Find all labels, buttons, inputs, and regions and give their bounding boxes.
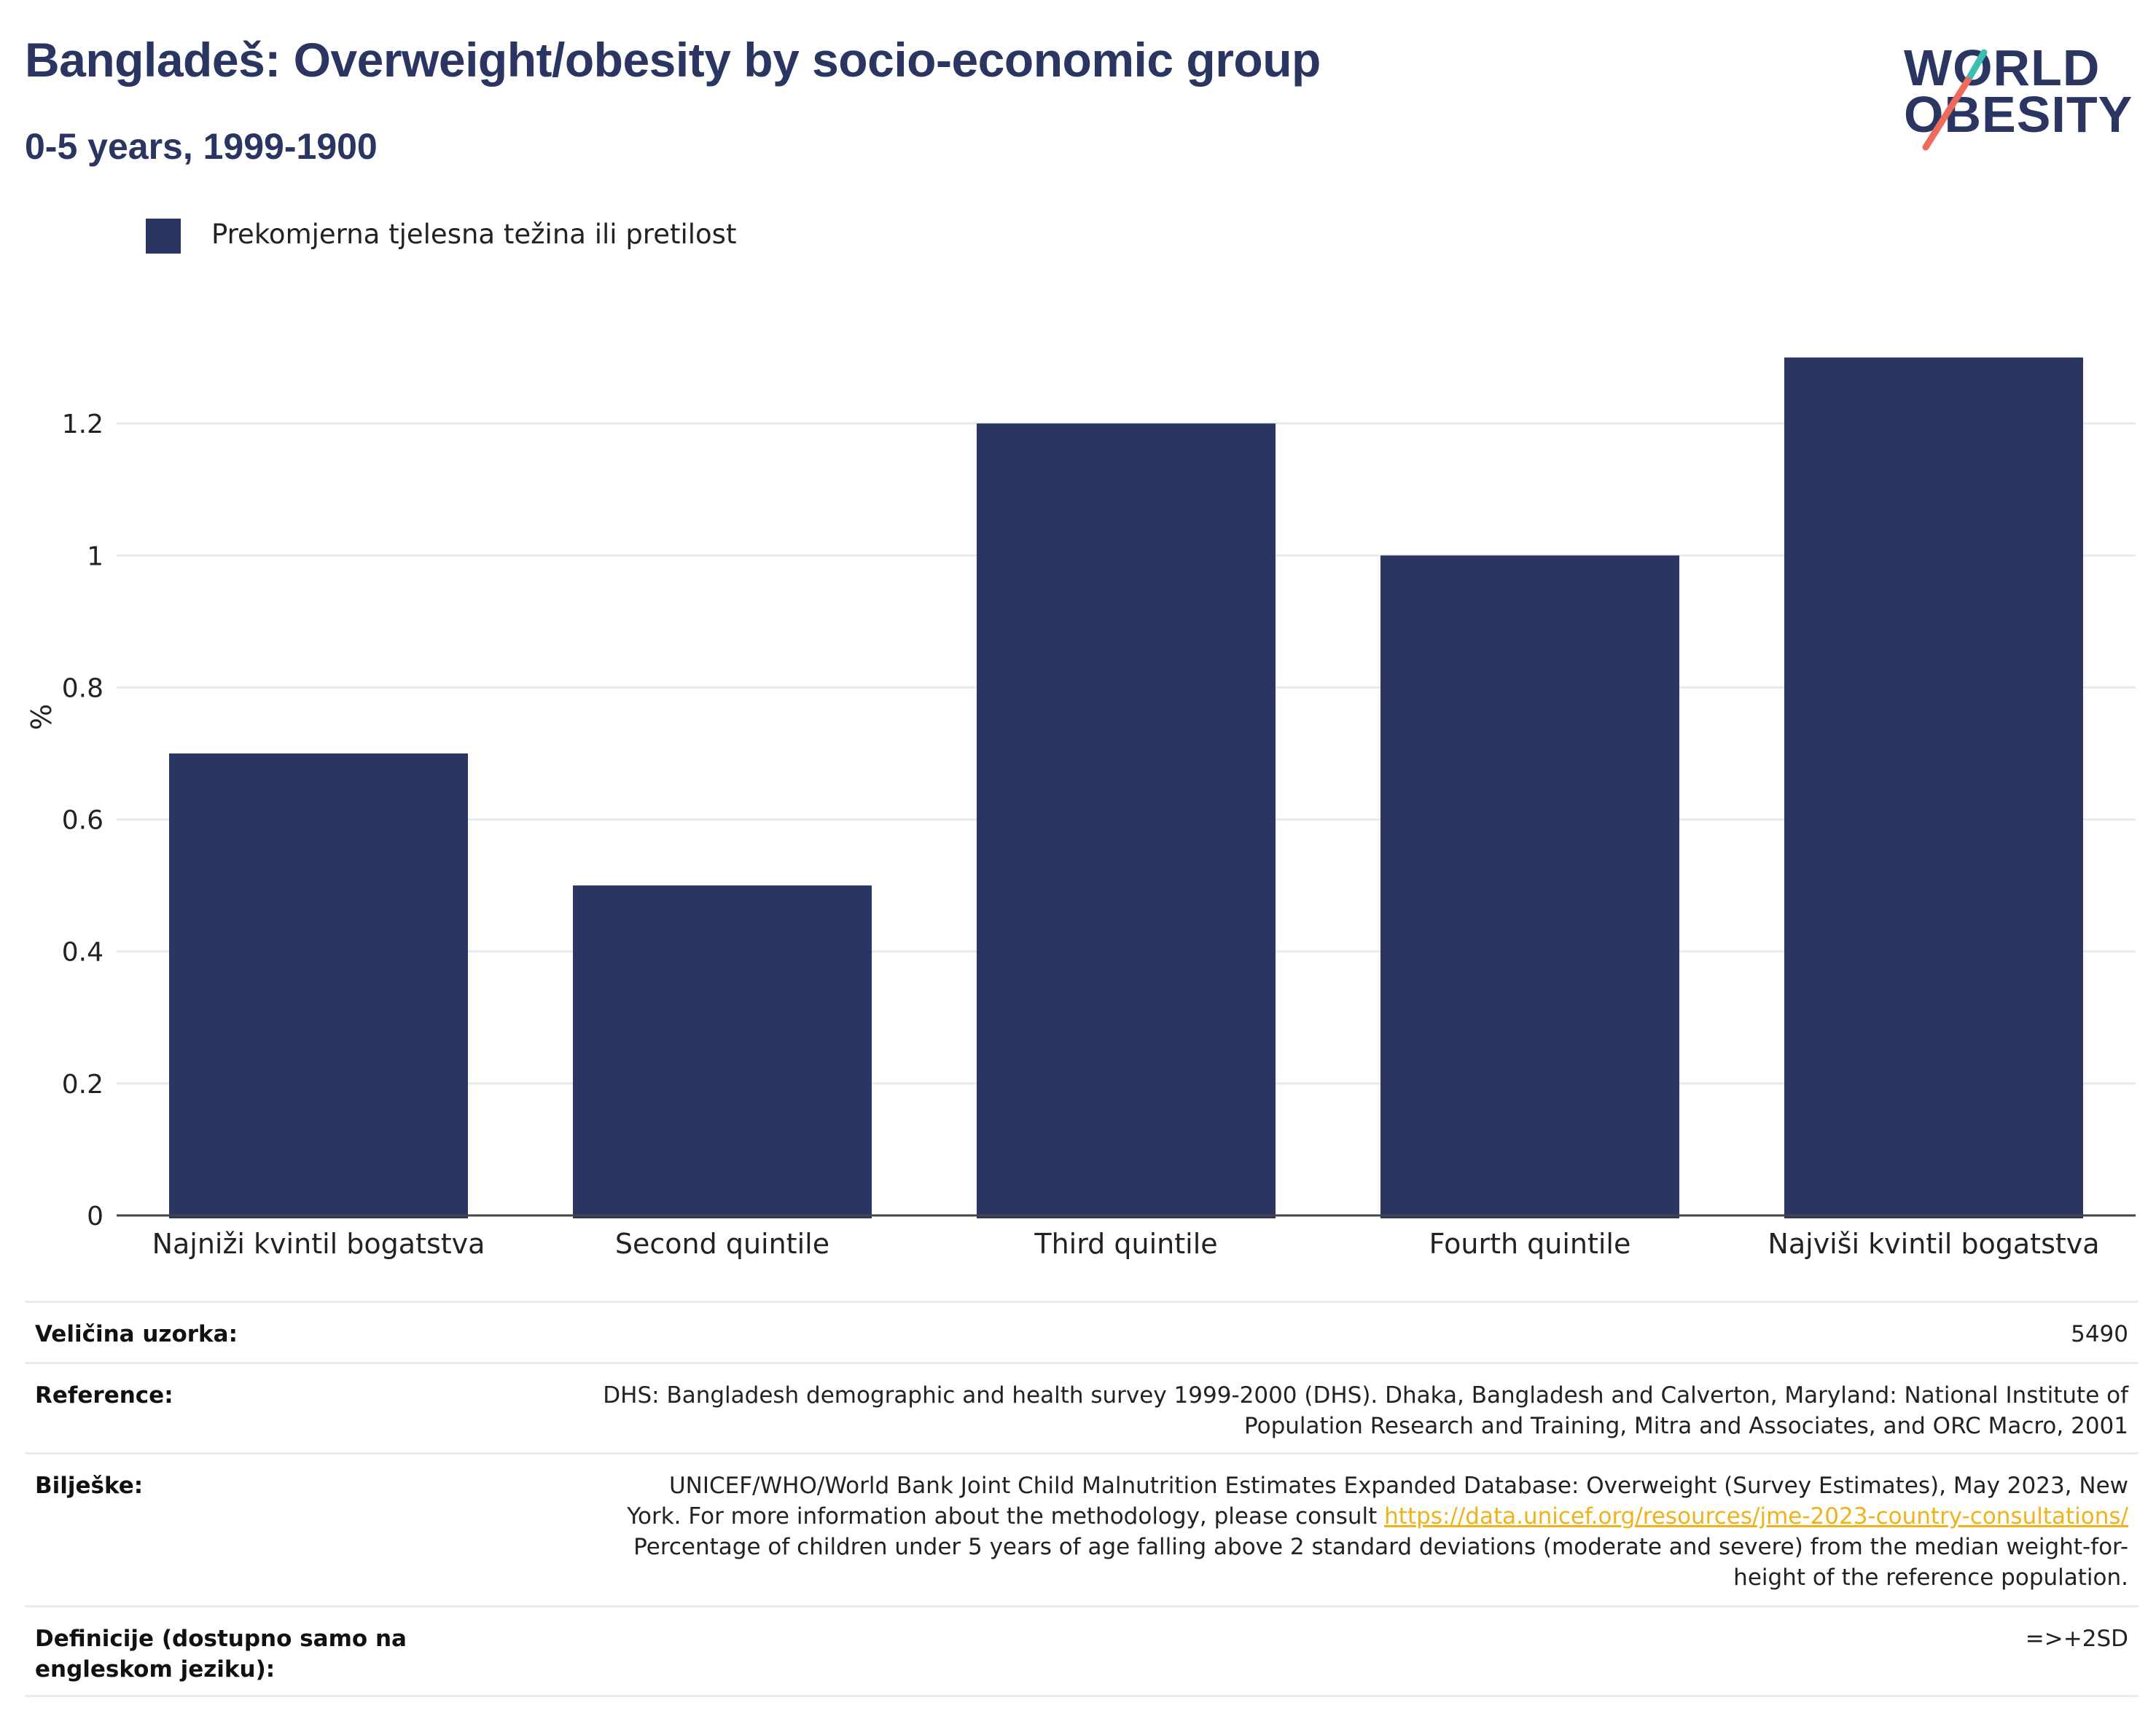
y-axis-label: % (26, 704, 58, 730)
sample-size-label: Veličina uzorka: (35, 1321, 238, 1347)
bar (977, 423, 1276, 1219)
methodology-link[interactable]: https://data.unicef.org/resources/jme-20… (1384, 1503, 2128, 1530)
x-tick-label: Najviši kvintil bogatstva (1768, 1228, 2099, 1260)
info-row-reference: Reference: DHS: Bangladesh demographic a… (25, 1362, 2139, 1452)
info-row-sample-size: Veličina uzorka: 5490 (25, 1301, 2139, 1362)
x-tick-label: Najniži kvintil bogatstva (152, 1228, 485, 1260)
definitions-value: =>+2SD (2025, 1626, 2128, 1652)
x-tick-label: Fourth quintile (1429, 1228, 1631, 1260)
bar (573, 885, 872, 1218)
notes-line-1: UNICEF/WHO/World Bank Joint Child Malnut… (668, 1473, 2128, 1499)
chart-title: Bangladeš: Overweight/obesity by socio-e… (25, 33, 1321, 87)
logo-slash-icon (1922, 49, 1988, 151)
y-tick-label: 0.8 (62, 673, 103, 703)
y-tick-label: 0.2 (62, 1070, 103, 1100)
logo-line-2: OBESITY (1904, 86, 2133, 143)
definitions-label: Definicije (dostupno samo na engleskom j… (35, 1626, 407, 1683)
x-tick-label: Second quintile (615, 1228, 829, 1260)
bar (1380, 555, 1679, 1218)
notes-line-4: height of the reference population. (1733, 1564, 2128, 1591)
notes-label: Bilješke: (35, 1473, 144, 1499)
sample-size-value: 5490 (2071, 1321, 2128, 1347)
y-tick-label: 0 (87, 1202, 103, 1231)
info-row-definitions: Definicije (dostupno samo na engleskom j… (25, 1605, 2139, 1697)
bar-chart: 0 0.2 0.4 0.6 0.8 1 1.2% Najniži kvintil bogats… (26, 357, 2136, 1260)
notes-line-3: Percentage of children under 5 years of … (633, 1534, 2128, 1560)
y-tick-label: 1 (87, 541, 103, 571)
reference-value: DHS: Bangladesh demographic and health s… (598, 1380, 2128, 1441)
y-tick-label: 0.4 (62, 938, 103, 968)
reference-line-2: Population Research and Training, Mitra … (1244, 1413, 2128, 1439)
world-obesity-logo[interactable]: WORLD OBESITY (1904, 22, 2152, 153)
y-tick-label: 0.6 (62, 806, 103, 836)
info-row-notes: Bilješke: UNICEF/WHO/World Bank Joint Ch… (25, 1452, 2139, 1605)
info-table: Veličina uzorka: 5490 Reference: DHS: Ba… (25, 1301, 2139, 1697)
notes-value: UNICEF/WHO/World Bank Joint Child Malnut… (598, 1470, 2128, 1593)
y-tick-label: 1.2 (62, 410, 103, 439)
legend-label: Prekomjerna tjelesna težina ili pretilos… (211, 219, 737, 250)
notes-line-2-prefix: York. For more information about the met… (627, 1503, 1385, 1530)
logo-line-1: WORLD (1904, 39, 2101, 96)
legend-swatch (146, 219, 181, 254)
notes-line-2: York. For more information about the met… (598, 1501, 2128, 1532)
bar (1784, 357, 2083, 1219)
reference-label: Reference: (35, 1382, 173, 1409)
x-tick-label: Third quintile (1034, 1228, 1217, 1260)
chart-subtitle: 0-5 years, 1999-1900 (25, 126, 378, 167)
bar (169, 753, 468, 1218)
reference-line-1: DHS: Bangladesh demographic and health s… (603, 1382, 2128, 1409)
